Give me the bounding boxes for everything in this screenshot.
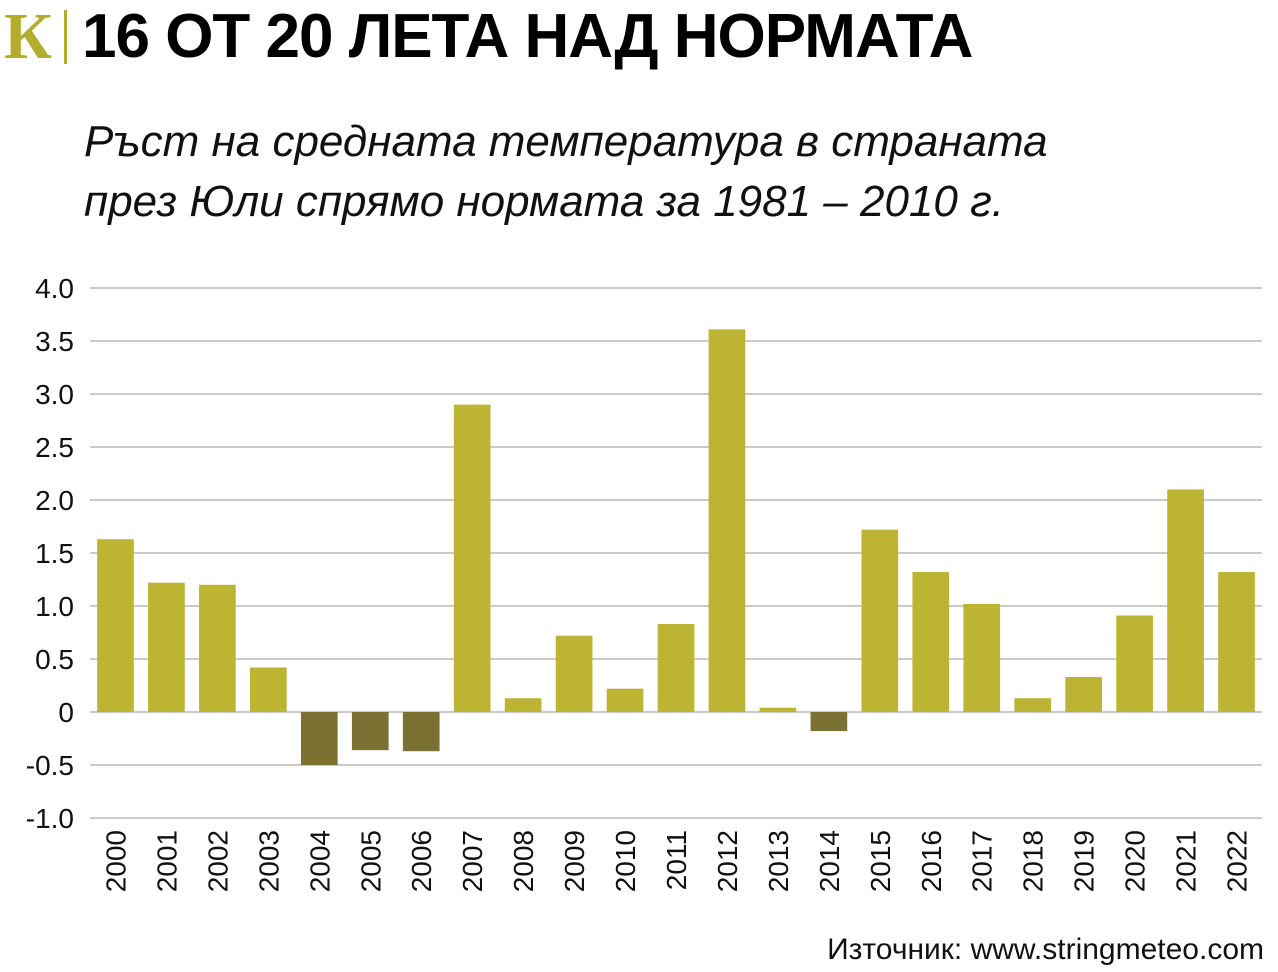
bar-2005 (351, 712, 389, 751)
x-tick-label: 2016 (916, 830, 947, 892)
y-tick-label: 3.0 (35, 379, 74, 410)
x-tick-label: 2003 (253, 830, 284, 892)
x-tick-label: 2011 (661, 830, 692, 890)
y-tick-label: 2.0 (35, 485, 74, 516)
y-tick-label: 2.5 (35, 432, 74, 463)
bar-2017 (963, 603, 1001, 712)
y-tick-label: 3.5 (35, 326, 74, 357)
bar-2016 (912, 572, 950, 712)
bar-2003 (250, 667, 287, 712)
x-tick-label: 2021 (1171, 830, 1202, 892)
x-tick-label: 2006 (406, 830, 437, 892)
header: К 16 ОТ 20 ЛЕТА НАД НОРМАТА (0, 0, 1278, 80)
bar-2008 (504, 698, 542, 712)
bar-2002 (199, 584, 236, 712)
x-tick-label: 2008 (508, 830, 539, 892)
x-tick-label: 2004 (304, 830, 335, 892)
bar-2015 (861, 529, 899, 712)
x-tick-label: 2017 (967, 830, 998, 892)
x-tick-label: 2009 (559, 830, 590, 892)
logo-separator (64, 10, 67, 64)
x-tick-label: 2022 (1222, 830, 1253, 892)
bar-2012 (708, 329, 746, 712)
bar-2013 (759, 707, 797, 712)
bar-2022 (1218, 572, 1255, 712)
x-tick-label: 2000 (100, 830, 131, 892)
x-tick-label: 2005 (355, 830, 386, 892)
chart-subtitle: Ръст на средната температура в страната … (84, 112, 1264, 232)
x-tick-label: 2014 (814, 830, 845, 892)
bar-2018 (1014, 698, 1052, 712)
x-tick-label: 2007 (457, 830, 488, 892)
subtitle-line-1: Ръст на средната температура в страната (84, 117, 1048, 166)
bar-2007 (453, 404, 491, 712)
y-tick-label: -1.0 (26, 803, 74, 834)
x-tick-label: 2019 (1069, 830, 1100, 892)
bar-2021 (1167, 489, 1204, 712)
bar-2020 (1116, 615, 1153, 712)
bar-2006 (402, 712, 440, 752)
bar-2011 (657, 624, 695, 712)
y-tick-label: 0.5 (35, 644, 74, 675)
bar-2004 (300, 712, 338, 765)
bar-2010 (606, 688, 644, 712)
bar-2000 (97, 539, 134, 712)
y-tick-label: 4.0 (35, 273, 74, 304)
y-tick-label: 0 (58, 697, 74, 728)
x-tick-label: 2001 (151, 830, 182, 892)
x-tick-label: 2010 (610, 830, 641, 892)
bar-2001 (148, 582, 185, 712)
x-tick-label: 2002 (202, 830, 233, 892)
bar-2009 (555, 635, 593, 712)
subtitle-line-2: през Юли спрямо нормата за 1981 – 2010 г… (84, 177, 1005, 226)
y-tick-label: 1.0 (35, 591, 74, 622)
x-tick-label: 2012 (712, 830, 743, 892)
bar-2019 (1065, 677, 1102, 712)
y-tick-label: -0.5 (26, 750, 74, 781)
x-tick-label: 2018 (1018, 830, 1049, 892)
source-note: Източник: www.stringmeteo.com (827, 933, 1264, 966)
page-title: 16 ОТ 20 ЛЕТА НАД НОРМАТА (82, 2, 973, 71)
logo: К (4, 0, 52, 73)
x-tick-label: 2013 (763, 830, 794, 892)
x-tick-label: 2020 (1120, 830, 1151, 892)
bar-chart: 4.0 3.5 3.0 2.5 2.0 1.5 1.0 0.5 0 -0.5 -1.0 2000 200… (26, 273, 1262, 892)
bar-2014 (810, 712, 848, 732)
x-tick-label: 2015 (865, 830, 896, 892)
y-tick-label: 1.5 (35, 538, 74, 569)
